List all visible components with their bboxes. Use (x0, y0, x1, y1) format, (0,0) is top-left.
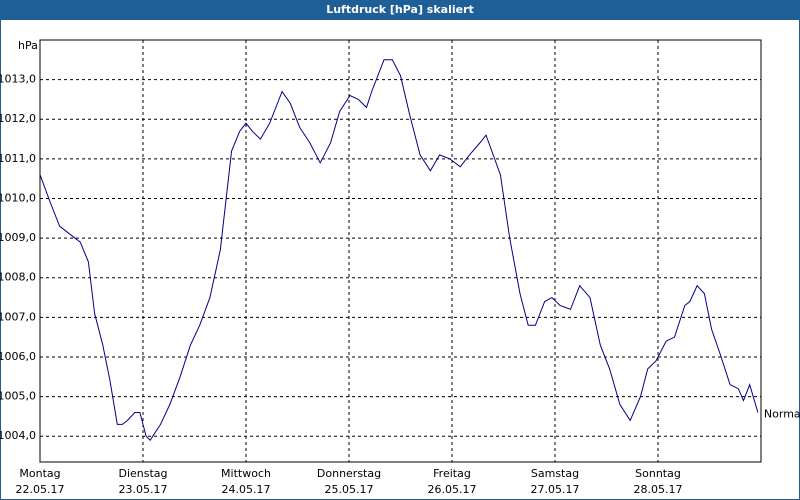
annotation: Normal (764, 407, 800, 420)
y-tick-label: 1007,0 (0, 310, 36, 323)
x-tick-date: 25.05.17 (325, 483, 374, 496)
x-tick-date: 23.05.17 (119, 483, 168, 496)
y-tick-label: 1008,0 (0, 271, 36, 284)
x-tick-label: Donnerstag (317, 467, 381, 480)
x-tick-label: Dienstag (118, 467, 167, 480)
title-bar (0, 0, 800, 20)
chart-title: Luftdruck [hPa] skaliert (326, 3, 474, 16)
x-tick-date: 28.05.17 (634, 483, 683, 496)
x-tick-label: Montag (19, 467, 60, 480)
x-tick-label: Mittwoch (221, 467, 271, 480)
x-tick-date: 22.05.17 (16, 483, 65, 496)
y-tick-label: 1011,0 (0, 152, 36, 165)
y-tick-label: 1004,0 (0, 429, 36, 442)
x-tick-date: 27.05.17 (531, 483, 580, 496)
y-tick-label: 1005,0 (0, 390, 36, 403)
x-tick-date: 24.05.17 (222, 483, 271, 496)
plot-frame (39, 39, 762, 463)
line-series (39, 59, 759, 441)
y-tick-label: 1006,0 (0, 350, 36, 363)
x-tick-label: Samstag (531, 467, 579, 480)
x-tick-label: Sonntag (635, 467, 681, 480)
y-tick-label: 1013,0 (0, 73, 36, 86)
x-tick-label: Freitag (433, 467, 471, 480)
x-tick-date: 26.05.17 (428, 483, 477, 496)
y-tick-label: 1012,0 (0, 112, 36, 125)
y-tick-label: 1010,0 (0, 191, 36, 204)
y-tick-label: 1009,0 (0, 231, 36, 244)
y-axis-label: hPa (18, 39, 38, 52)
